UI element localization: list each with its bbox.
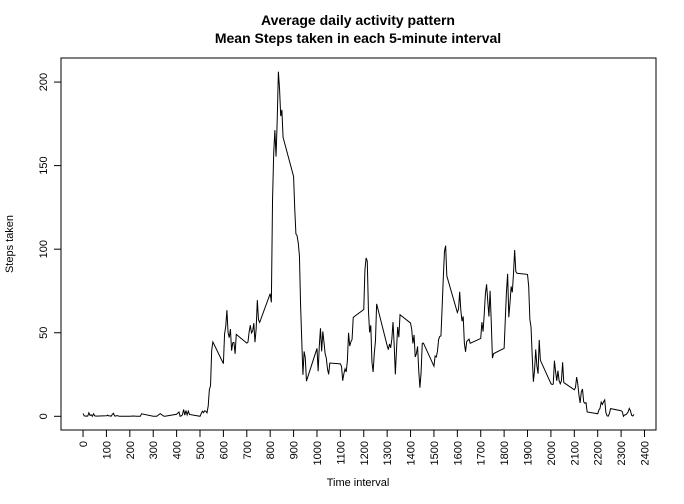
x-tick-label: 500 [195,441,207,459]
y-axis-label: Steps taken [4,215,16,273]
x-tick-label: 1800 [499,441,511,465]
chart-title: Average daily activity pattern [261,12,455,28]
x-tick-label: 2200 [593,441,605,465]
x-tick-label: 1200 [359,441,371,465]
x-tick-label: 1500 [429,441,441,465]
x-tick-label: 800 [265,441,277,459]
x-tick-label: 1300 [382,441,394,465]
y-tick-label: 100 [38,240,50,258]
x-tick-label: 400 [172,441,184,459]
y-tick-label: 200 [38,73,50,91]
y-tick-label: 50 [38,327,50,339]
x-tick-label: 300 [148,441,160,459]
x-tick-label: 2000 [546,441,558,465]
x-tick-label: 1100 [335,441,347,465]
x-tick-label: 700 [242,441,254,459]
y-tick-label: 150 [38,156,50,174]
x-tick-label: 0 [78,441,90,447]
plot-box [60,57,657,431]
x-tick-label: 200 [125,441,137,459]
x-tick-label: 1900 [523,441,535,465]
y-tick-label: 0 [38,413,50,419]
data-line [82,71,635,418]
x-tick-label: 1400 [406,441,418,465]
x-tick-label: 2300 [616,441,628,465]
x-tick-label: 100 [101,441,113,459]
x-tick-label: 2400 [639,441,651,465]
x-tick-label: 600 [218,441,230,459]
x-tick-label: 1000 [312,441,324,465]
x-tick-label: 900 [289,441,301,459]
x-tick-label: 2100 [569,441,581,465]
chart-subtitle: Mean Steps taken in each 5-minute interv… [215,30,501,46]
x-axis-label: Time interval [327,477,390,489]
x-tick-label: 1600 [452,441,464,465]
x-tick-label: 1700 [476,441,488,465]
